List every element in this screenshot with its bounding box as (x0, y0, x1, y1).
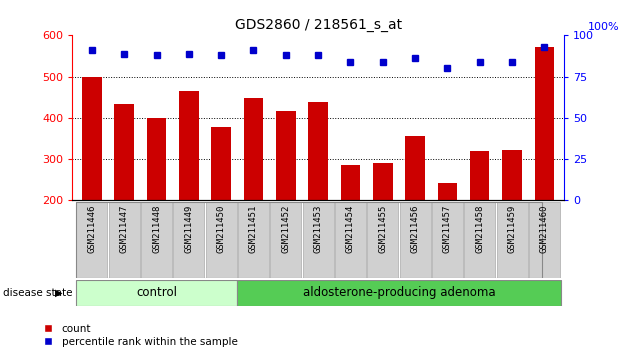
Bar (367, 202, 398, 278)
Bar (432, 202, 463, 278)
Bar (438, 183, 457, 282)
Bar (535, 46, 554, 282)
Text: GSM211450: GSM211450 (217, 205, 226, 253)
Text: GSM211460: GSM211460 (540, 205, 549, 253)
Text: GSM211447: GSM211447 (120, 205, 129, 253)
Bar (270, 202, 301, 278)
Bar (115, 104, 134, 282)
Text: GSM211455: GSM211455 (378, 205, 387, 253)
Text: GSM211454: GSM211454 (346, 205, 355, 253)
Bar (76, 202, 107, 278)
Y-axis label: 100%: 100% (587, 22, 619, 32)
Bar (406, 136, 425, 282)
Text: GSM211456: GSM211456 (411, 205, 420, 253)
Text: ▶: ▶ (55, 288, 63, 298)
Bar (529, 202, 560, 278)
Bar (238, 202, 269, 278)
Bar (276, 111, 295, 282)
Text: GSM211448: GSM211448 (152, 205, 161, 253)
Bar (309, 102, 328, 282)
Bar (82, 78, 101, 282)
Bar (470, 152, 490, 282)
Text: GSM211449: GSM211449 (185, 205, 193, 253)
Text: disease state: disease state (3, 288, 72, 298)
Bar (76, 280, 238, 306)
Legend: count, percentile rank within the sample: count, percentile rank within the sample (43, 324, 238, 347)
Bar (302, 202, 334, 278)
Bar (205, 202, 237, 278)
Bar (503, 150, 522, 282)
Text: GSM211459: GSM211459 (508, 205, 517, 253)
Bar (399, 202, 431, 278)
Bar (108, 202, 140, 278)
Bar (179, 91, 198, 282)
Title: GDS2860 / 218561_s_at: GDS2860 / 218561_s_at (234, 18, 402, 32)
Bar (341, 165, 360, 282)
Bar (464, 202, 495, 278)
Bar (244, 98, 263, 282)
Text: GSM211446: GSM211446 (88, 205, 96, 253)
Bar (173, 202, 204, 278)
Bar (141, 202, 172, 278)
Bar (147, 118, 166, 282)
Bar (212, 127, 231, 282)
Text: GSM211451: GSM211451 (249, 205, 258, 253)
Text: control: control (136, 286, 177, 299)
Text: aldosterone-producing adenoma: aldosterone-producing adenoma (302, 286, 495, 299)
Text: GSM211457: GSM211457 (443, 205, 452, 253)
Bar (335, 202, 366, 278)
Bar (496, 202, 528, 278)
Bar (238, 280, 561, 306)
Text: GSM211452: GSM211452 (282, 205, 290, 253)
Bar (373, 164, 392, 282)
Text: GSM211453: GSM211453 (314, 205, 323, 253)
Text: GSM211458: GSM211458 (475, 205, 484, 253)
